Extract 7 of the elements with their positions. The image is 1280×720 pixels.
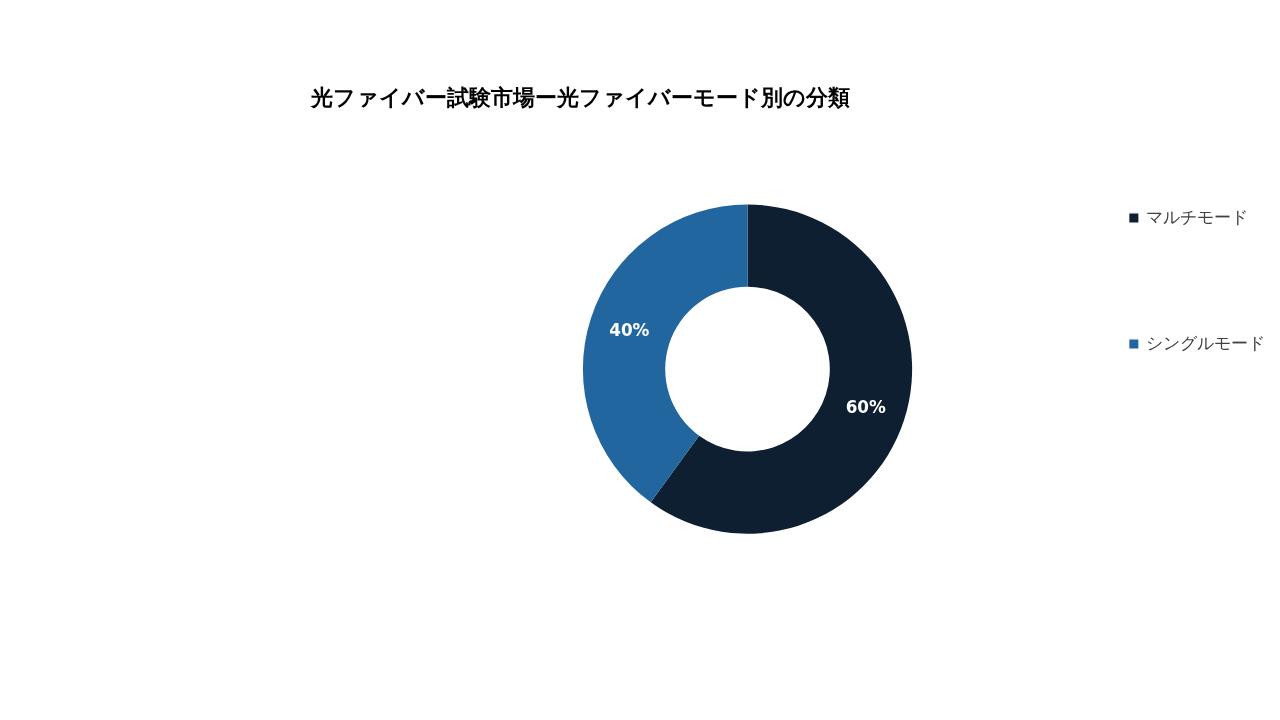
donut-slice [650, 204, 913, 534]
data-label: 40% [609, 319, 650, 340]
donut-slice [583, 204, 748, 503]
data-label: 60% [845, 396, 886, 417]
chart-title: 光ファイバー試験市場ー光ファイバーモード別の分類 [309, 84, 850, 110]
legend-label: マルチモード [1145, 206, 1248, 227]
legend-label: シングルモード [1145, 332, 1265, 353]
